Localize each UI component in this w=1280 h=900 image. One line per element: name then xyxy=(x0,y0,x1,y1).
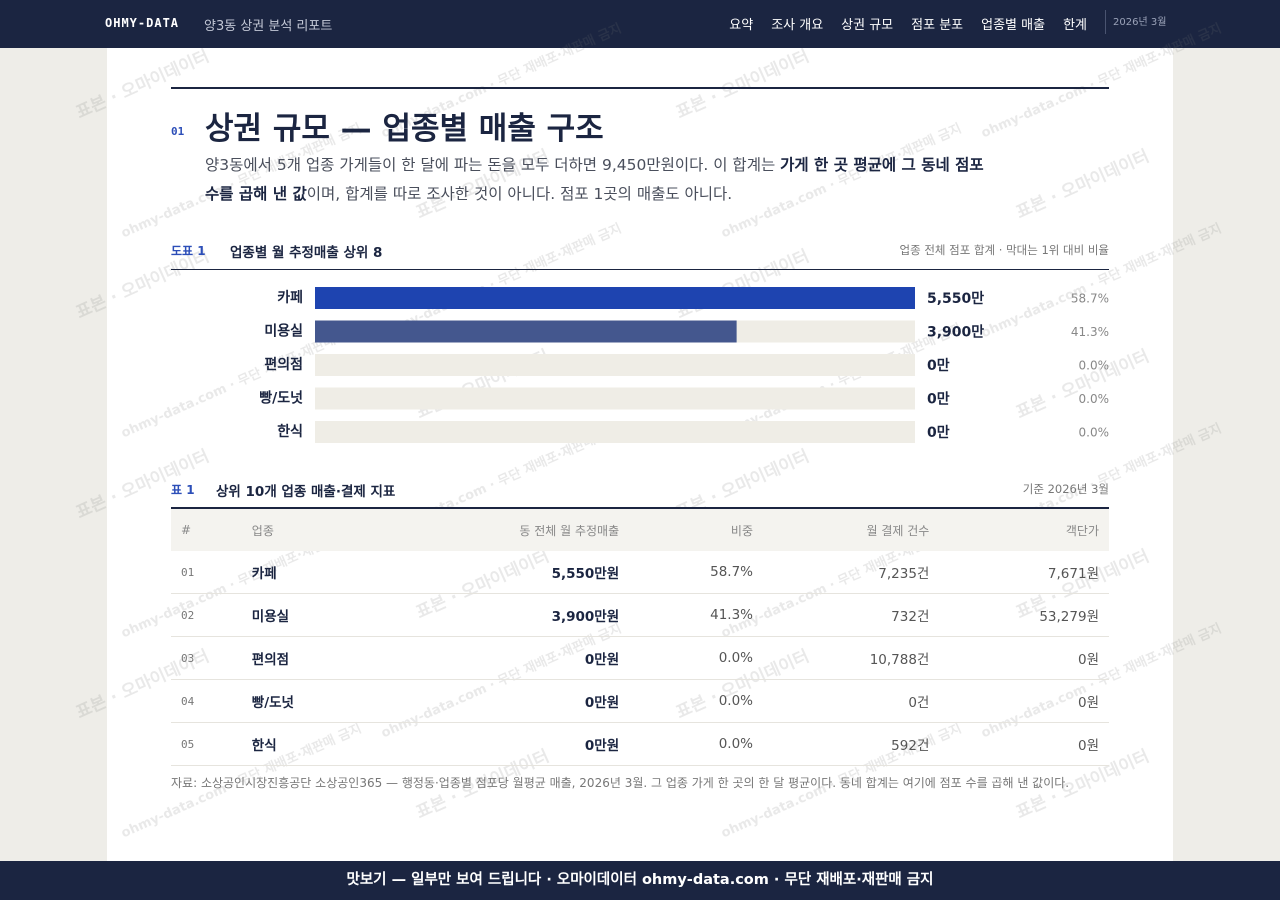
share-label: 41.3% xyxy=(1071,325,1109,339)
table-cell: 03 xyxy=(171,636,242,680)
table-cell: 0만원 xyxy=(374,636,630,680)
column-header: # xyxy=(171,508,242,551)
column-header: 업종 xyxy=(241,508,375,551)
table-cell: 0.0% xyxy=(629,722,764,766)
table-row: 03 편의점 0만원 0.0% 10,788건 0원 xyxy=(171,636,1109,680)
table-cell: 0.0% xyxy=(629,636,764,680)
report-date: 2026년 3월 xyxy=(1105,10,1166,34)
table-cell: 04 xyxy=(171,679,242,723)
nav-link[interactable]: 한계 xyxy=(1063,18,1087,33)
table-cell: 7,235건 xyxy=(763,551,940,594)
table-cell: 05 xyxy=(171,722,242,766)
table-cell: 58.7% xyxy=(629,551,764,594)
nav-link[interactable]: 업종별 매출 xyxy=(981,18,1046,33)
table-cell: 0만원 xyxy=(374,679,630,723)
column-header: 객단가 xyxy=(939,508,1109,551)
category-label: 한식 xyxy=(277,424,303,440)
value-label: 0만 xyxy=(927,358,950,374)
table-cell: 41.3% xyxy=(629,593,764,637)
bar xyxy=(315,287,915,309)
figure-label: 도표 1 xyxy=(171,244,206,258)
table-note: 기준 2026년 3월 xyxy=(1022,482,1109,496)
table-cell: 0원 xyxy=(939,679,1109,723)
figure-title: 업종별 월 추정매출 상위 8 xyxy=(230,245,383,261)
lead-paragraph: 양3동에서 5개 업종 가게들이 한 달에 파는 돈을 모두 더하면 9,450… xyxy=(205,151,995,209)
table-cell: 빵/도넛 xyxy=(241,679,375,723)
table-cell: 0원 xyxy=(939,722,1109,766)
table-label: 표 1 xyxy=(171,483,195,497)
nav-link[interactable]: 조사 개요 xyxy=(771,18,824,33)
report-name: 양3동 상권 분석 리포트 xyxy=(204,19,333,34)
column-header: 동 전체 월 추정매출 xyxy=(374,508,630,551)
column-header: 월 결제 건수 xyxy=(763,508,940,551)
column-header: 비중 xyxy=(629,508,764,551)
table-row: 01 카페 5,550만원 58.7% 7,235건 7,671원 xyxy=(171,551,1109,594)
nav-link[interactable]: 상권 규모 xyxy=(841,18,894,33)
bar-track xyxy=(315,387,915,410)
footer-banner: 맛보기 — 일부만 보여 드립니다 · 오마이데이터 ohmy-data.com… xyxy=(0,861,1280,900)
lead-text: 이며, 합계를 따로 조사한 것이 아니다. 점포 1곳의 매출도 아니다. xyxy=(306,185,733,203)
figure-note: 업종 전체 점포 합계 · 막대는 1위 대비 비율 xyxy=(899,243,1110,257)
nav-link[interactable]: 점포 분포 xyxy=(911,18,964,33)
table-cell: 7,671원 xyxy=(939,551,1109,594)
share-label: 58.7% xyxy=(1071,292,1109,306)
value-label: 0만 xyxy=(927,392,950,408)
table-cell: 0원 xyxy=(939,636,1109,680)
category-label: 카페 xyxy=(277,290,303,306)
table-cell: 01 xyxy=(171,551,242,594)
table-cell: 5,550만원 xyxy=(374,551,630,594)
table-cell: 미용실 xyxy=(241,593,375,637)
table-cell: 10,788건 xyxy=(763,636,940,680)
table-cell: 592건 xyxy=(763,722,940,766)
lead-text: 가게 한 곳 평균에 그 동네 점포 수를 곱해 낸 값 xyxy=(205,156,984,203)
section-title: 상권 규모 — 업종별 매출 구조 xyxy=(205,111,604,147)
source-note: 자료: 소상공인시장진흥공단 소상공인365 — 행정동·업종별 점포당 월평균… xyxy=(171,776,1070,790)
table-row: 05 한식 0만원 0.0% 592건 0원 xyxy=(171,722,1109,766)
table-row: 02 미용실 3,900만원 41.3% 732건 53,279원 xyxy=(171,593,1109,637)
nav-link[interactable]: 요약 xyxy=(729,18,754,33)
value-label: 0만 xyxy=(927,425,950,441)
bar-chart: 카페 5,550만 58.7% 미용실 3,900만 41.3% 편의점 0만 0.0% 빵/도넛… xyxy=(259,287,1110,443)
table-row: 04 빵/도넛 0만원 0.0% 0건 0원 xyxy=(171,679,1109,723)
top-nav: OHMY-DATA 양3동 상권 분석 리포트 요약 조사 개요 상권 규모 점포 분… xyxy=(0,0,1280,48)
table-title: 상위 10개 업종 매출·결제 지표 xyxy=(216,484,396,500)
share-label: 0.0% xyxy=(1079,359,1110,373)
lead-text: 양3동에서 5개 업종 가게들이 한 달에 파는 돈을 모두 더하면 9,450… xyxy=(205,156,781,174)
table-cell: 한식 xyxy=(241,722,375,766)
value-label: 3,900만 xyxy=(927,325,984,341)
brand[interactable]: OHMY-DATA xyxy=(105,16,180,30)
category-label: 편의점 xyxy=(264,356,303,373)
nav-links: 요약 조사 개요 상권 규모 점포 분포 업종별 매출 한계 xyxy=(729,14,1087,33)
metrics-table: # 업종 동 전체 월 추정매출 비중 월 결제 건수 객단가 01 카페 5,550만원 58.… xyxy=(171,507,1109,766)
section-number: 01 xyxy=(171,125,185,138)
bar-track xyxy=(315,421,915,443)
table-cell: 편의점 xyxy=(241,636,375,680)
table-cell: 0건 xyxy=(763,679,940,723)
table-cell: 0.0% xyxy=(629,679,764,723)
table-cell: 카페 xyxy=(241,551,375,594)
share-label: 0.0% xyxy=(1079,392,1110,406)
table-cell: 02 xyxy=(171,593,242,637)
table-cell: 3,900만원 xyxy=(374,593,630,637)
value-label: 5,550만 xyxy=(927,291,984,307)
share-label: 0.0% xyxy=(1079,426,1110,440)
table-cell: 53,279원 xyxy=(939,593,1109,637)
bar-track xyxy=(315,354,915,376)
category-label: 빵/도넛 xyxy=(259,391,303,407)
figure-rule xyxy=(171,269,1109,270)
table-cell: 732건 xyxy=(763,593,940,637)
bar xyxy=(315,320,737,343)
table-cell: 0만원 xyxy=(374,722,630,766)
section-rule xyxy=(171,87,1109,89)
category-label: 미용실 xyxy=(264,324,303,340)
